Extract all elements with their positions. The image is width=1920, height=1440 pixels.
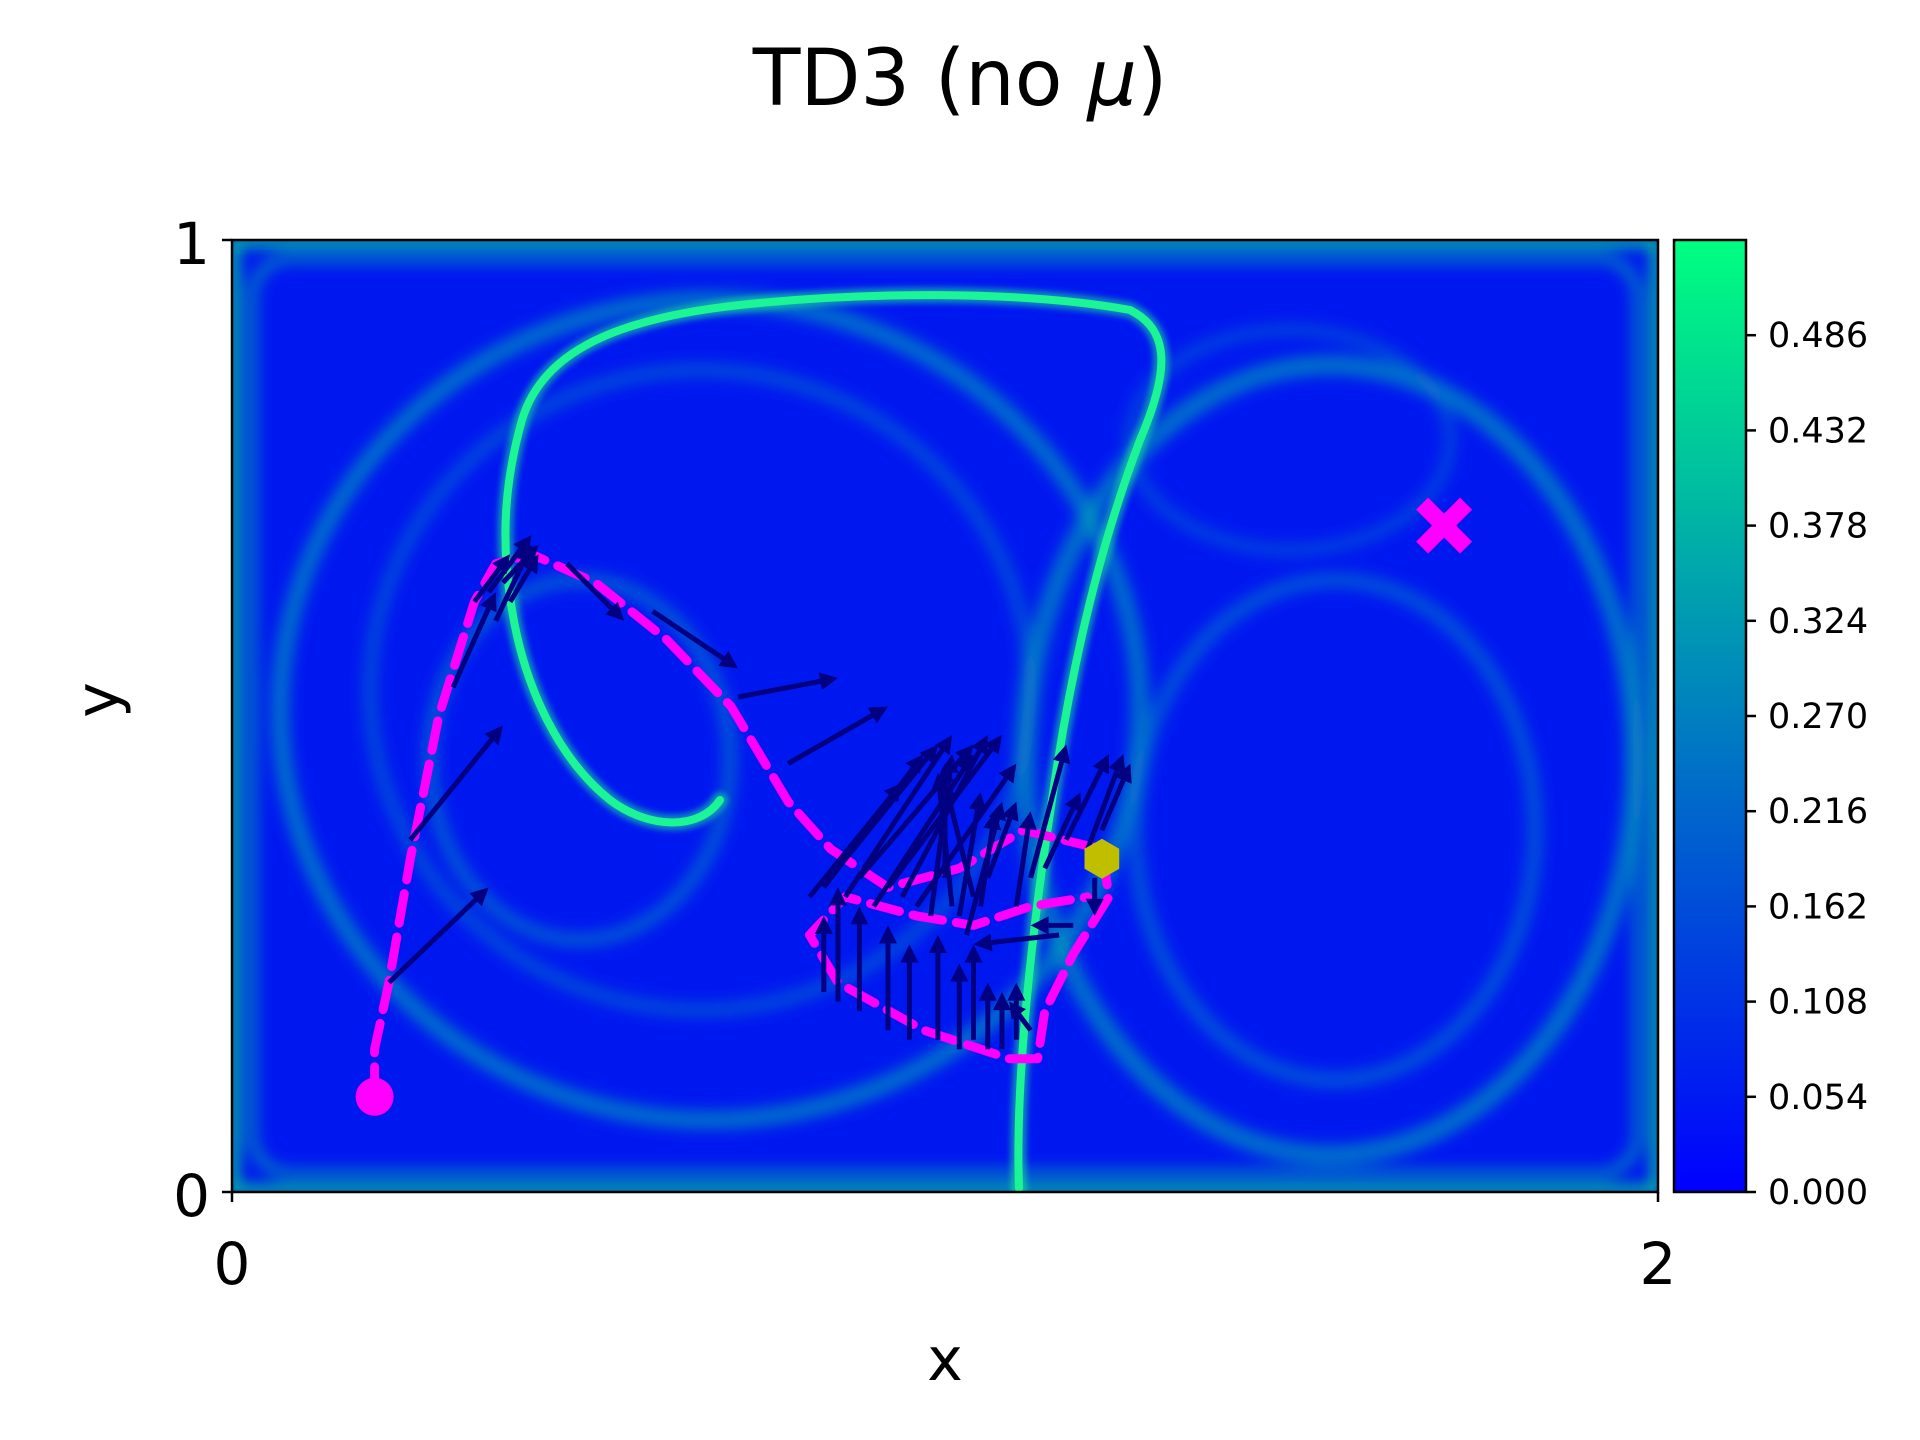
action-arrow bbox=[900, 944, 919, 1040]
colorbar-tick-label: 0.486 bbox=[1768, 316, 1868, 356]
action-arrow bbox=[651, 609, 739, 669]
action-arrow bbox=[387, 887, 489, 985]
action-arrow bbox=[1042, 792, 1081, 870]
x-axis-label: x bbox=[927, 1325, 963, 1395]
action-arrow bbox=[956, 792, 987, 917]
action-arrow bbox=[879, 925, 897, 1031]
action-arrows bbox=[387, 535, 1132, 1050]
action-arrow bbox=[978, 982, 997, 1050]
action-arrow bbox=[928, 935, 947, 1040]
y-tick-label-1: 1 bbox=[173, 210, 210, 278]
action-arrow bbox=[493, 544, 532, 622]
colorbar-tick-label: 0.216 bbox=[1768, 792, 1868, 832]
colorbar-tick-label: 0.378 bbox=[1768, 507, 1868, 547]
action-arrow bbox=[1085, 877, 1104, 916]
action-arrow bbox=[963, 801, 1007, 936]
goal-marker bbox=[1416, 497, 1473, 554]
action-arrow bbox=[950, 963, 969, 1050]
action-arrow bbox=[985, 801, 1019, 879]
action-arrow bbox=[565, 561, 625, 621]
action-arrow bbox=[408, 725, 503, 842]
colorbar-tick-label: 0.324 bbox=[1768, 602, 1868, 642]
y-axis: 1 0 y bbox=[63, 210, 232, 1230]
action-arrow bbox=[829, 887, 847, 1002]
colorbar-tick-label: 0.432 bbox=[1768, 411, 1868, 451]
action-arrow bbox=[940, 782, 976, 898]
colorbar-tick-label: 0.162 bbox=[1768, 887, 1868, 927]
action-arrow bbox=[993, 992, 1011, 1050]
colorbar-gradient bbox=[1672, 238, 1748, 1194]
x-tick-label-0: 0 bbox=[214, 1230, 251, 1298]
current-position-marker bbox=[1084, 838, 1120, 879]
action-arrow bbox=[1085, 754, 1126, 851]
colorbar-tick-label: 0.270 bbox=[1768, 697, 1868, 737]
action-arrow bbox=[1063, 754, 1109, 841]
action-arrow bbox=[1013, 811, 1037, 907]
action-arrow bbox=[964, 944, 983, 1040]
action-arrow bbox=[850, 906, 869, 1012]
heatmap-field bbox=[232, 240, 1658, 1192]
plot-frame bbox=[230, 238, 1660, 1194]
colorbar-tick-label: 0.000 bbox=[1768, 1173, 1868, 1213]
y-axis-label: y bbox=[63, 682, 133, 718]
x-axis: 0 2 x bbox=[214, 1192, 1677, 1395]
y-tick-label-0: 0 bbox=[173, 1162, 210, 1230]
colorbar-tick-label: 0.108 bbox=[1768, 983, 1868, 1023]
goal-marker-stroke bbox=[1416, 497, 1473, 554]
action-arrow bbox=[1030, 916, 1074, 935]
action-arrow bbox=[973, 932, 1060, 952]
action-arrow bbox=[885, 735, 1002, 889]
chart-title: TD3 (no μ) bbox=[752, 34, 1168, 124]
action-arrow bbox=[450, 592, 497, 689]
action-arrow bbox=[786, 706, 888, 766]
start-marker bbox=[355, 1077, 394, 1116]
action-arrow bbox=[1028, 744, 1071, 879]
colorbar: 0.000 0.054 0.108 0.162 0.216 0.270 0.324 0.378… bbox=[1672, 238, 1868, 1213]
action-arrow bbox=[814, 915, 833, 993]
colorbar-tick-label: 0.054 bbox=[1768, 1078, 1868, 1118]
x-tick-label-2: 2 bbox=[1640, 1230, 1677, 1298]
action-arrow bbox=[1099, 763, 1132, 832]
action-arrow bbox=[507, 554, 539, 604]
action-arrow bbox=[737, 672, 838, 700]
action-arrow bbox=[1009, 1001, 1033, 1032]
